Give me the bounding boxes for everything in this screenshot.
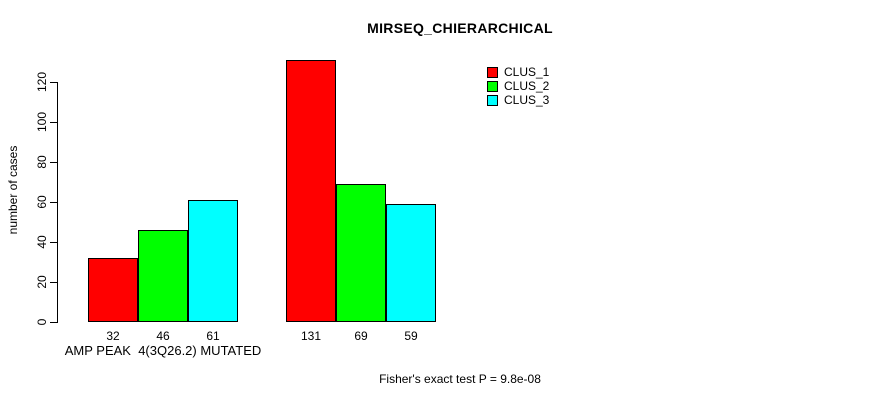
- bar-value-label: 46: [156, 329, 170, 343]
- legend: CLUS_1 CLUS_2 CLUS_3: [487, 65, 549, 107]
- legend-swatch-icon: [487, 66, 498, 78]
- bar-clus_1-group2: [286, 60, 336, 322]
- bar-clus_2-group1: [138, 230, 188, 322]
- x-group-label: AMP PEAK 4(3Q26.2) MUTATED: [64, 343, 262, 358]
- stat-annotation: Fisher's exact test P = 9.8e-08: [379, 372, 541, 386]
- legend-row: CLUS_2: [487, 79, 549, 93]
- y-tick-mark: [50, 122, 57, 123]
- y-axis-line: [57, 82, 58, 323]
- y-tick-mark: [50, 162, 57, 163]
- y-tick-label: 100: [35, 111, 49, 133]
- bar-value-label: 32: [106, 329, 120, 343]
- y-tick-mark: [50, 82, 57, 83]
- y-tick-label: 0: [35, 318, 49, 326]
- legend-label: CLUS_1: [504, 65, 550, 79]
- bar-value-label: 61: [206, 329, 220, 343]
- chart-title: MIRSEQ_CHIERARCHICAL: [367, 20, 553, 36]
- legend-swatch-icon: [487, 80, 498, 92]
- legend-row: CLUS_1: [487, 65, 549, 79]
- y-tick-mark: [50, 282, 57, 283]
- y-tick-mark: [50, 322, 57, 323]
- bar-clus_1-group1: [88, 258, 138, 322]
- bar-value-label: 59: [404, 329, 418, 343]
- y-axis-label: number of cases: [6, 145, 20, 235]
- y-tick-mark: [50, 202, 57, 203]
- y-tick-label: 60: [35, 195, 49, 209]
- bar-clus_2-group2: [336, 184, 386, 322]
- bar-clus_3-group1: [188, 200, 238, 322]
- y-tick-mark: [50, 242, 57, 243]
- bar-value-label: 69: [354, 329, 368, 343]
- y-tick-label: 120: [35, 71, 49, 93]
- y-tick-label: 80: [35, 155, 49, 169]
- y-tick-label: 40: [35, 235, 49, 249]
- legend-label: CLUS_3: [504, 93, 550, 107]
- bar-value-label: 131: [300, 329, 322, 343]
- y-tick-label: 20: [35, 275, 49, 289]
- legend-row: CLUS_3: [487, 93, 549, 107]
- legend-label: CLUS_2: [504, 79, 550, 93]
- legend-swatch-icon: [487, 94, 498, 106]
- bar-clus_3-group2: [386, 204, 436, 322]
